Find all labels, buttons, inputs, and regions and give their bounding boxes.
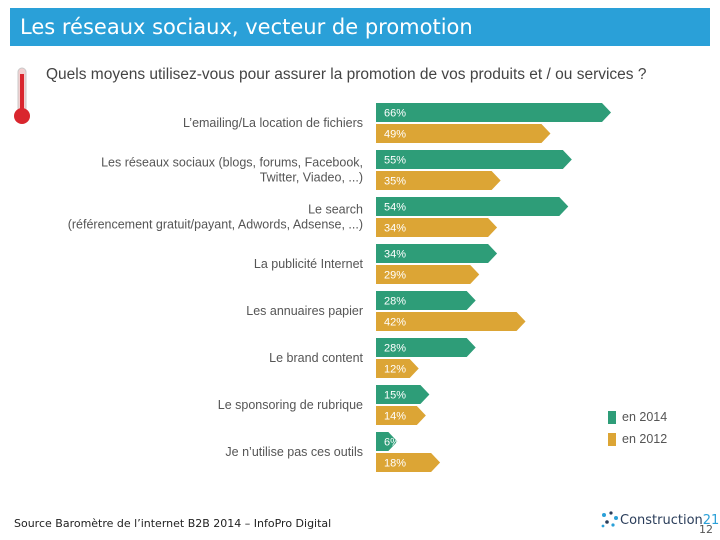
category-label: Le sponsoring de rubrique bbox=[218, 398, 363, 412]
legend-swatch-2012 bbox=[608, 432, 616, 446]
bar-value-label: 34% bbox=[384, 249, 406, 261]
source-note: Source Baromètre de l’internet B2B 2014 … bbox=[14, 517, 332, 530]
category-label: (référencement gratuit/payant, Adwords, … bbox=[68, 218, 363, 232]
chart-question-title: Quels moyens utilisez-vous pour assurer … bbox=[46, 66, 647, 83]
bar-2014 bbox=[376, 338, 476, 357]
slide-title: Les réseaux sociaux, vecteur de promotio… bbox=[20, 15, 473, 39]
bar-value-label: 42% bbox=[384, 317, 406, 329]
bar-2012 bbox=[376, 171, 501, 190]
bar-value-label: 34% bbox=[384, 223, 406, 235]
slide-title-bar: Les réseaux sociaux, vecteur de promotio… bbox=[10, 8, 710, 46]
bar-2014 bbox=[376, 291, 476, 310]
construction21-logo: Construction21 bbox=[600, 510, 719, 530]
bar-value-label: 28% bbox=[384, 343, 406, 355]
category-label: Le search bbox=[308, 203, 363, 217]
network-dots-icon bbox=[601, 511, 618, 528]
category-label: Twitter, Viadeo, ...) bbox=[260, 171, 363, 185]
legend-label-2014: en 2014 bbox=[622, 410, 668, 424]
bar-value-label: 49% bbox=[384, 129, 406, 141]
bar-2014 bbox=[376, 103, 611, 122]
category-label: Le brand content bbox=[269, 351, 363, 365]
category-label: L’emailing/La location de fichiers bbox=[183, 116, 363, 130]
thermometer-icon bbox=[14, 67, 30, 124]
legend-label-2012: en 2012 bbox=[622, 432, 668, 446]
bar-2014 bbox=[376, 197, 569, 216]
legend-swatch-2014 bbox=[608, 410, 616, 424]
bar-2012 bbox=[376, 359, 419, 378]
category-label: Les réseaux sociaux (blogs, forums, Face… bbox=[101, 156, 363, 170]
logo-text: Construction21 bbox=[620, 512, 720, 528]
bar-value-label: 14% bbox=[384, 411, 406, 423]
bar-value-label: 12% bbox=[384, 364, 406, 376]
bar-2014 bbox=[376, 385, 430, 404]
bar-value-label: 6% bbox=[384, 437, 400, 449]
category-label: Les annuaires papier bbox=[246, 304, 363, 318]
page-number: 12 bbox=[699, 523, 713, 536]
bar-value-label: 35% bbox=[384, 176, 406, 188]
bar-2014 bbox=[376, 244, 498, 263]
bar-2014 bbox=[376, 432, 398, 451]
bar-2012 bbox=[376, 312, 526, 331]
bar-value-label: 28% bbox=[384, 296, 406, 308]
bar-2012 bbox=[376, 124, 551, 143]
bar-2012 bbox=[376, 453, 441, 472]
bar-value-label: 55% bbox=[384, 155, 406, 167]
bar-2014 bbox=[376, 150, 572, 169]
bar-value-label: 29% bbox=[384, 270, 406, 282]
bar-value-label: 18% bbox=[384, 458, 406, 470]
category-label: La publicité Internet bbox=[254, 257, 364, 271]
category-label: Je n’utilise pas ces outils bbox=[225, 445, 363, 459]
bar-value-label: 15% bbox=[384, 390, 406, 402]
bar-2012 bbox=[376, 265, 480, 284]
bar-2012 bbox=[376, 218, 498, 237]
legend-item-2012: en 2012 bbox=[608, 428, 667, 450]
bar-value-label: 54% bbox=[384, 202, 406, 214]
chart-legend: en 2014 en 2012 bbox=[608, 406, 667, 450]
legend-item-2014: en 2014 bbox=[608, 406, 667, 428]
bar-value-label: 66% bbox=[384, 108, 406, 120]
bar-2012 bbox=[376, 406, 426, 425]
